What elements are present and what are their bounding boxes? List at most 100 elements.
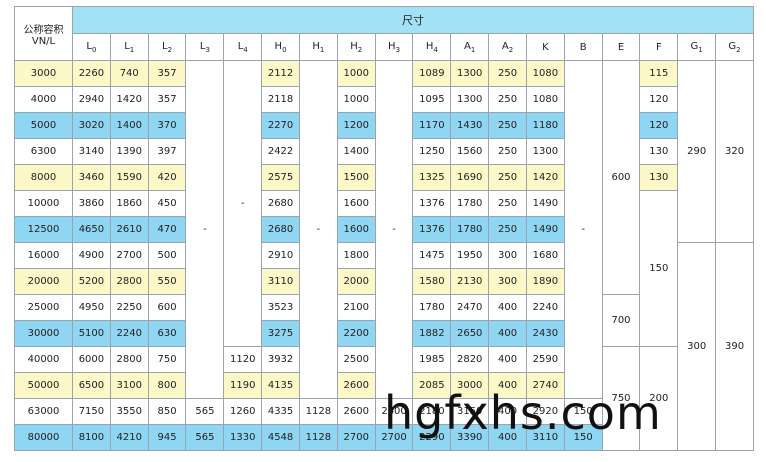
cell: 16000 (14, 242, 73, 269)
column-label: A (501, 40, 509, 52)
column-header: G1 (677, 33, 717, 61)
data-row: 8000 3460 1590 420 2575 1500 1325 1690 250 1420 13… (14, 164, 754, 191)
cell: 3000 (450, 372, 490, 399)
cell: 740 (109, 60, 149, 87)
data-row: 3000 2260 740 357- -2112-1000-1089 1300 250 108… (14, 60, 754, 399)
cell: 6500 (72, 372, 111, 399)
cell: 2740 (525, 372, 565, 399)
column-header: L3 (185, 33, 225, 61)
data-row: 12500 4650 2610 470 2680 1600 1376 1780 250 1490 (14, 216, 754, 243)
cell: 1250 (412, 138, 452, 165)
column-header: L2 (147, 33, 187, 61)
column-label: K (542, 41, 549, 53)
column-label: B (579, 41, 587, 53)
cell: 4548 (261, 424, 300, 451)
column-header: H0 (261, 33, 300, 61)
cell: 1600 (336, 216, 376, 243)
cell: 2820 (450, 346, 490, 373)
data-row: 80000 8100 4210 945 565 1330 4548 1128 2700 2700 2… (14, 424, 754, 451)
cell: 1089 (412, 60, 452, 87)
cell: 4210 (109, 424, 149, 451)
cell: 850 (147, 398, 187, 425)
cell: 2500 (336, 346, 376, 373)
cell: 300 (488, 242, 527, 269)
column-header: A2 (488, 33, 527, 61)
column-header: G2 (715, 33, 754, 61)
cell: 12500 (14, 216, 73, 243)
cell: 1190 (223, 372, 263, 399)
cell: 3000 (14, 60, 73, 87)
cell: 1000 (336, 86, 376, 113)
cell: 450 (147, 190, 187, 217)
cell: 5000 (14, 112, 73, 139)
cell: 400 (488, 346, 527, 373)
cell: 300 (488, 268, 527, 295)
cell: 2600 (336, 398, 376, 425)
cell: 3140 (72, 138, 111, 165)
column-subscript: 1 (129, 45, 135, 54)
cell: 1890 (525, 268, 565, 295)
column-label: F (655, 41, 662, 53)
cell: 120 (639, 86, 679, 113)
cell: 250 (488, 112, 527, 139)
cell: 500 (147, 242, 187, 269)
column-label: H (350, 40, 358, 52)
column-subscript: 4 (243, 45, 248, 54)
cell: 3523 (261, 294, 300, 321)
data-row: 63000 7150 3550 850 565 1260 4335 1128 2600 2600 2… (14, 398, 754, 425)
cell: 1490 (525, 190, 565, 217)
cell: 565 (185, 398, 225, 425)
cell: 700 (601, 294, 641, 347)
cell: 200 (639, 346, 679, 451)
cell: 1376 (412, 190, 452, 217)
column-subscript: 0 (282, 45, 287, 54)
column-subscript: 2 (357, 45, 363, 54)
column-label: E (617, 41, 625, 53)
column-subscript: 0 (91, 45, 97, 54)
cell: 115 (639, 60, 679, 87)
column-header: B (563, 33, 603, 61)
cell: 2000 (336, 268, 376, 295)
cell: 1390 (109, 138, 149, 165)
cell: 1475 (412, 242, 452, 269)
column-header: L0 (72, 33, 111, 61)
column-label: L (199, 40, 206, 52)
cell: 1430 (450, 112, 490, 139)
cell: 2650 (450, 320, 490, 347)
header-row: 公称容积 VN/L 尺寸 (14, 6, 754, 61)
cell: 6000 (72, 346, 111, 373)
cell: 1180 (525, 112, 565, 139)
data-row: 10000 3860 1860 450 2680 1600 1376 1780 250 1490 1… (14, 190, 754, 347)
column-header: K (525, 33, 565, 61)
cell: 130 (639, 164, 679, 191)
cell: 3390 (450, 424, 490, 451)
column-header: L1 (109, 33, 149, 61)
column-label: H (274, 40, 283, 52)
cell: 150 (563, 424, 603, 451)
cell: 4000 (14, 86, 73, 113)
cell: 1400 (336, 138, 376, 165)
cell: 1200 (336, 112, 376, 139)
cell: 2610 (109, 216, 149, 243)
column-header: H2 (336, 33, 376, 61)
cell: 10000 (14, 190, 73, 217)
column-subscript: 1 (470, 45, 476, 54)
cell: 1860 (109, 190, 149, 217)
cell: 1080 (525, 86, 565, 113)
cell: 945 (147, 424, 187, 451)
cell: 1985 (412, 346, 452, 373)
cell: 1882 (412, 320, 452, 347)
cell: 2240 (525, 294, 565, 321)
cell: 300 (677, 242, 717, 451)
cell: 397 (147, 138, 187, 165)
cell: 20000 (14, 268, 73, 295)
column-header: L4 (223, 33, 263, 61)
cell: 550 (147, 268, 187, 295)
cell: 250 (488, 190, 527, 217)
cell: 2260 (72, 60, 111, 87)
cell: 320 (715, 60, 754, 243)
cell: 250 (488, 164, 527, 191)
cell: 1330 (223, 424, 263, 451)
cell: 470 (147, 216, 187, 243)
